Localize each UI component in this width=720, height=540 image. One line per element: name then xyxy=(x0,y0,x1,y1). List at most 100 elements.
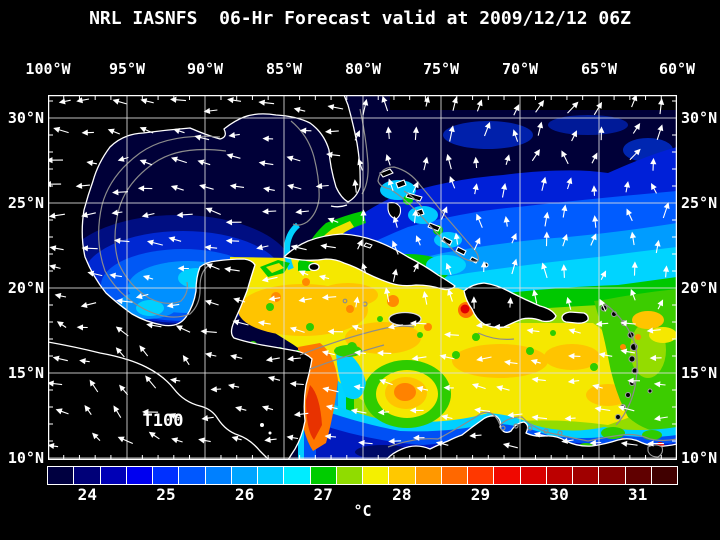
colorbar-cell xyxy=(573,467,599,484)
vector-arrow xyxy=(356,239,363,250)
colorbar-tick-label: 29 xyxy=(470,485,491,504)
lat-tick-label: 25°N xyxy=(681,194,718,212)
vector-arrow xyxy=(469,432,482,439)
lon-tick-label: 75°W xyxy=(422,60,460,78)
colorbar-cell xyxy=(415,467,441,484)
vector-arrow xyxy=(631,261,638,276)
vector-arrow xyxy=(141,212,155,219)
lon-tick-label: 80°W xyxy=(344,60,382,78)
vector-arrow xyxy=(623,181,631,193)
vector-arrow xyxy=(166,302,180,309)
vector-arrow xyxy=(416,385,429,392)
lat-tick-label: 10°N xyxy=(681,449,718,467)
vector-arrow xyxy=(324,433,337,440)
vector-arrow xyxy=(205,351,217,358)
temperature-colorbar xyxy=(47,466,678,485)
vector-arrow xyxy=(107,128,121,135)
colorbar-cell xyxy=(74,467,100,484)
vector-arrow xyxy=(201,415,214,422)
vector-arrow xyxy=(231,435,242,442)
vector-arrow xyxy=(175,325,191,333)
vector-arrow xyxy=(48,212,65,219)
vector-arrow xyxy=(443,384,454,391)
vector-arrow xyxy=(81,245,98,252)
lat-tick-label: 10°N xyxy=(7,449,44,467)
vector-arrow xyxy=(140,98,154,105)
land-masses xyxy=(48,95,677,460)
lat-tick-label: 20°N xyxy=(7,279,44,297)
vector-arrow xyxy=(48,380,63,387)
colorbar-cell xyxy=(310,467,336,484)
vector-arrow xyxy=(475,213,483,228)
vector-arrow xyxy=(289,380,304,388)
vector-arrow xyxy=(322,386,339,393)
vector-arrow xyxy=(145,375,157,389)
vector-arrow xyxy=(567,378,580,385)
vector-arrow xyxy=(262,135,274,142)
colorbar-cell xyxy=(284,467,310,484)
vector-arrow xyxy=(148,431,160,440)
north-central-america xyxy=(48,95,361,460)
vector-arrow xyxy=(384,287,391,303)
vector-arrow xyxy=(262,208,277,215)
vector-arrow xyxy=(298,270,309,277)
depth-label: T100 xyxy=(143,411,184,431)
vector-arrow xyxy=(409,320,427,327)
vector-arrow xyxy=(473,237,481,251)
vector-arrow xyxy=(197,159,211,166)
vector-arrow xyxy=(511,258,518,275)
vector-arrow xyxy=(533,431,548,438)
vector-arrow xyxy=(507,297,514,308)
vector-arrow xyxy=(265,356,280,363)
vector-arrow xyxy=(472,183,479,195)
vector-arrow xyxy=(224,266,240,273)
vector-arrow xyxy=(412,434,425,441)
colorbar-tick-label: 28 xyxy=(392,485,412,504)
vector-arrow xyxy=(444,331,459,338)
vector-arrow xyxy=(424,95,430,107)
vector-arrow xyxy=(53,126,69,134)
vector-arrow xyxy=(598,126,605,141)
vector-arrow xyxy=(422,291,429,305)
vector-arrow xyxy=(286,434,299,441)
vector-arrow xyxy=(360,209,367,222)
vector-arrow xyxy=(658,98,665,115)
lat-tick-label: 15°N xyxy=(681,364,718,382)
vector-arrow xyxy=(173,128,185,135)
vector-arrow xyxy=(566,296,572,310)
vector-arrow xyxy=(620,348,635,355)
vector-arrow xyxy=(258,160,274,167)
colorbar-cell xyxy=(599,467,625,484)
vector-arrow xyxy=(630,288,637,301)
vector-arrow xyxy=(76,324,88,331)
vector-arrow xyxy=(117,155,129,162)
vector-arrow xyxy=(632,123,641,134)
vector-arrow xyxy=(210,386,222,393)
vector-arrow xyxy=(599,298,607,312)
vector-arrow xyxy=(476,99,483,112)
vector-arrow xyxy=(320,243,336,250)
vector-arrow xyxy=(170,185,184,191)
vector-arrow xyxy=(653,381,666,388)
vector-arrow xyxy=(351,324,363,331)
vector-arrow xyxy=(142,274,154,281)
vector-arrow xyxy=(48,157,64,164)
colorbar-cell xyxy=(363,467,389,484)
puerto-rico xyxy=(561,311,589,324)
vector-arrow xyxy=(507,411,523,419)
vector-arrow xyxy=(293,411,309,418)
vector-arrow xyxy=(81,211,96,218)
vector-arrow xyxy=(391,268,398,282)
vector-arrow xyxy=(531,149,540,162)
vector-arrow xyxy=(168,236,182,243)
vector-arrow xyxy=(439,353,455,360)
vector-arrow xyxy=(321,294,337,301)
vector-arrow xyxy=(657,299,664,310)
forecast-map: T100 xyxy=(48,95,677,460)
colorbar-tick-label: 26 xyxy=(234,485,255,504)
vector-arrow xyxy=(445,262,452,276)
lon-tick-label: 100°W xyxy=(25,60,71,78)
lon-tick-label: 90°W xyxy=(186,60,224,78)
vector-arrow xyxy=(381,95,389,112)
vector-arrow xyxy=(235,405,247,412)
